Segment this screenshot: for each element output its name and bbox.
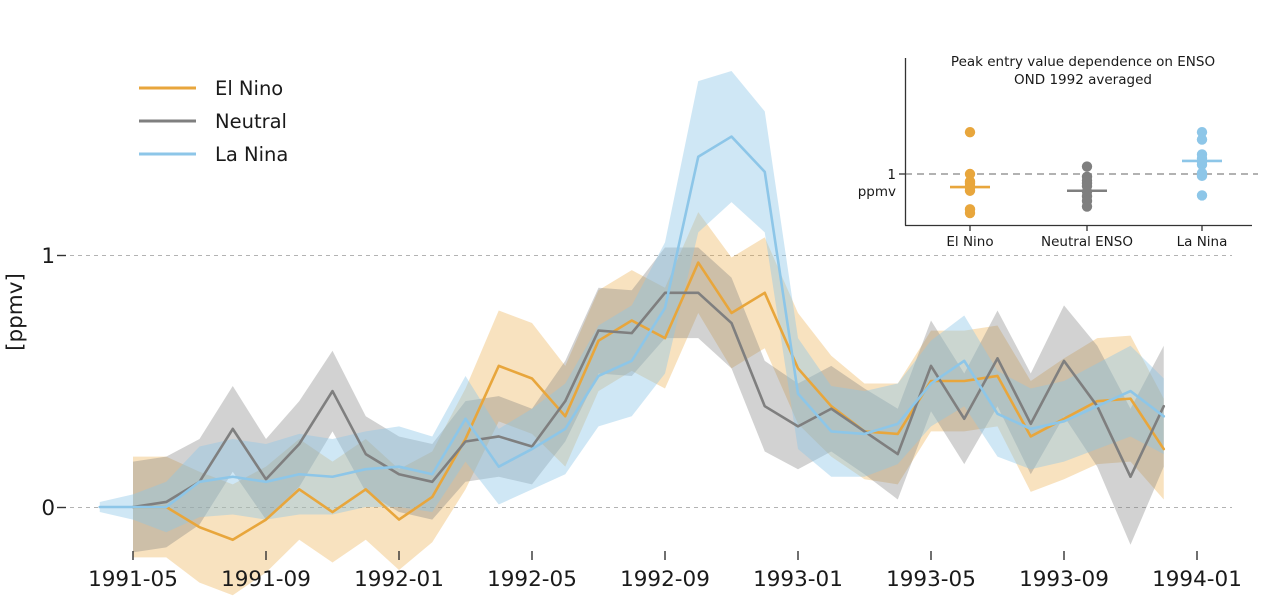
legend-label-la-nina: La Nina: [215, 143, 288, 166]
inset-chart: Peak entry value dependence on ENSO OND …: [858, 54, 1258, 250]
confidence-band-neutral: [133, 247, 1164, 553]
series-line-la-nina: [98, 135, 1166, 509]
inset-points-layer: [905, 126, 1258, 231]
legend-label-neutral: Neutral: [215, 110, 287, 133]
series-lines: [98, 135, 1166, 542]
x-tick-label: 1993-05: [886, 567, 976, 592]
inset-point-el-nino: [964, 207, 976, 219]
legend: El Nino Neutral La Nina: [139, 77, 288, 166]
y-tick-label-0: 0: [41, 496, 55, 521]
legend-label-el-nino: El Nino: [215, 77, 283, 100]
x-tick-label: 1994-01: [1152, 567, 1242, 592]
inset-point-la-nina: [1196, 190, 1208, 201]
x-axis: 1991-05 1991-09 1992-01 1992-05 1992-09 …: [88, 567, 1242, 592]
x-tick-marks: [132, 551, 1198, 560]
x-tick-label: 1993-09: [1019, 567, 1109, 592]
inset-category-label-la-nina: La Nina: [1177, 234, 1228, 250]
y-tick-label-1: 1: [41, 244, 55, 269]
inset-point-la-nina: [1196, 170, 1208, 182]
y-axis-label: [ppmv]: [3, 273, 28, 351]
confidence-bands: [99, 71, 1164, 596]
inset-y-tick-label: 1: [887, 167, 896, 183]
inset-category-label-neutral: Neutral ENSO: [1041, 234, 1133, 250]
inset-point-la-nina: [1196, 126, 1208, 138]
confidence-band-el-nino: [133, 212, 1164, 596]
inset-point-el-nino: [964, 168, 976, 180]
y-axis: [ppmv] 1 0: [3, 244, 55, 521]
inset-category-label-el-nino: El Nino: [946, 234, 993, 250]
inset-point-el-nino: [964, 126, 976, 138]
series-line-neutral: [131, 291, 1166, 509]
inset-point-neutral-enso: [1081, 201, 1093, 212]
x-tick-label: 1992-01: [354, 567, 444, 592]
inset-title-line2: OND 1992 averaged: [1014, 72, 1152, 88]
series-line-el-nino: [131, 261, 1166, 542]
inset-point-la-nina: [1196, 134, 1208, 145]
x-tick-label: 1993-01: [753, 567, 843, 592]
x-tick-label: 1991-09: [221, 567, 311, 592]
x-tick-label: 1992-05: [487, 567, 577, 592]
x-tick-label: 1992-09: [620, 567, 710, 592]
inset-point-neutral-enso: [1081, 161, 1093, 172]
inset-title-line1: Peak entry value dependence on ENSO: [951, 54, 1215, 70]
x-tick-label: 1991-05: [88, 567, 178, 592]
confidence-band-la-nina: [99, 71, 1164, 533]
inset-y-axis-label: ppmv: [858, 184, 896, 200]
main-gridlines: [57, 254, 1232, 509]
